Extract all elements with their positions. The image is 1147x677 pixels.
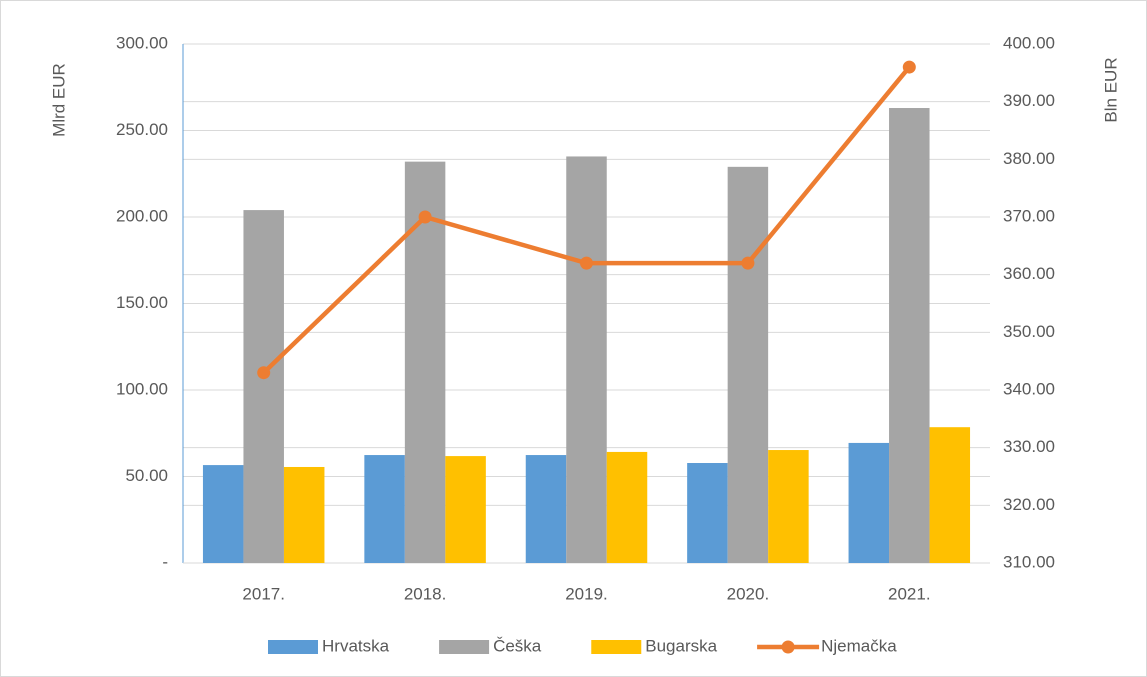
legend-label: Češka xyxy=(493,636,542,655)
line-marker xyxy=(418,210,432,224)
line-marker xyxy=(902,60,916,74)
x-tick-label: 2017. xyxy=(242,584,285,603)
y-tick-label: 200.00 xyxy=(116,206,168,225)
bar xyxy=(525,455,567,563)
bar xyxy=(687,463,728,563)
y2-tick-label: 360.00 xyxy=(1003,264,1055,283)
x-tick-label: 2019. xyxy=(565,584,608,603)
y2-tick-label: 400.00 xyxy=(1003,33,1055,52)
y2-tick-label: 350.00 xyxy=(1003,322,1055,341)
bar xyxy=(202,465,244,563)
bar xyxy=(364,455,405,563)
y-tick-label: 150.00 xyxy=(116,293,168,312)
bar xyxy=(243,210,284,563)
y-tick-label: 50.00 xyxy=(125,466,168,485)
line-marker xyxy=(741,256,755,270)
y2-tick-label: 320.00 xyxy=(1003,495,1055,514)
x-tick-label: 2018. xyxy=(404,584,447,603)
line-marker xyxy=(257,366,271,380)
bar xyxy=(889,108,930,563)
bar xyxy=(929,427,971,563)
bar xyxy=(848,442,890,563)
legend-label: Bugarska xyxy=(645,636,717,655)
y-tick-label: 300.00 xyxy=(116,33,168,52)
x-tick-label: 2021. xyxy=(888,584,931,603)
bar xyxy=(445,456,486,563)
y2-tick-label: 310.00 xyxy=(1003,552,1055,571)
y2-tick-label: 340.00 xyxy=(1003,379,1055,398)
bar xyxy=(768,450,809,563)
legend-label: Njemačka xyxy=(821,636,897,655)
bar xyxy=(566,156,607,563)
y2-axis-label: Bln EUR xyxy=(1101,57,1120,122)
y-tick-label: 100.00 xyxy=(116,379,168,398)
x-tick-label: 2020. xyxy=(727,584,770,603)
y2-tick-label: 370.00 xyxy=(1003,206,1055,225)
legend-swatch xyxy=(439,640,490,654)
bar xyxy=(606,451,648,563)
legend-label: Hrvatska xyxy=(322,636,390,655)
legend-swatch xyxy=(781,640,795,654)
y2-tick-label: 390.00 xyxy=(1003,91,1055,110)
line-marker xyxy=(580,256,593,270)
bar xyxy=(727,166,769,563)
y-tick-label: - xyxy=(162,552,168,571)
y-axis-label: Mlrd EUR xyxy=(49,63,68,137)
legend-swatch xyxy=(268,640,318,654)
legend-swatch xyxy=(591,640,642,654)
bar xyxy=(283,466,325,563)
y2-tick-label: 380.00 xyxy=(1003,149,1055,168)
y-tick-label: 250.00 xyxy=(116,120,168,139)
y2-tick-label: 330.00 xyxy=(1003,437,1055,456)
